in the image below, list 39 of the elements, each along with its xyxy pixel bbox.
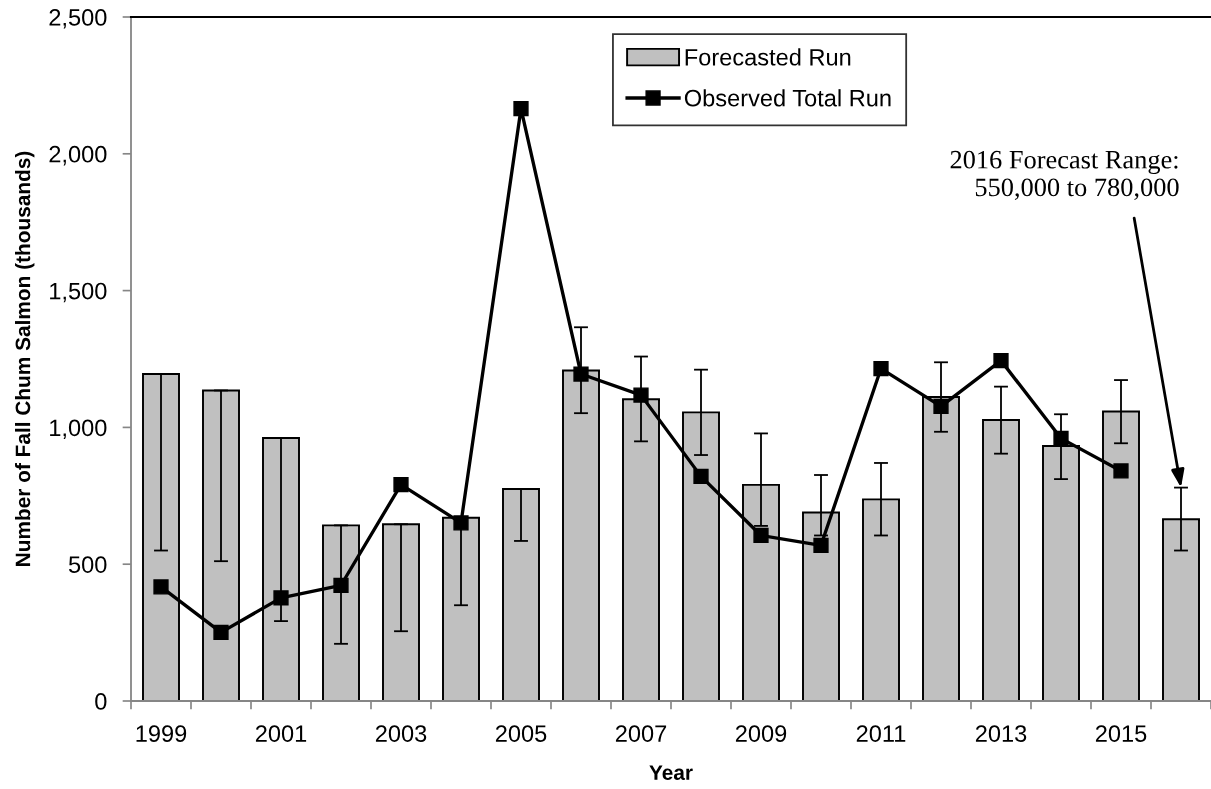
- point: [753, 527, 769, 544]
- x-tick-label: 1999: [136, 725, 187, 742]
- x-tick-label: 2011: [856, 725, 906, 742]
- point: [1053, 430, 1069, 446]
- y-tick-label: 2,500: [49, 9, 107, 29]
- legend-label: Forecasted Run: [685, 48, 851, 66]
- y-tick-label: 2,000: [49, 145, 107, 166]
- point: [513, 101, 529, 117]
- y-axis-title: Number of Fall Chum Salmon (thousands): [15, 151, 35, 566]
- point: [213, 624, 229, 640]
- point: [573, 366, 589, 382]
- point: [693, 468, 709, 485]
- legend-label: Observed Total Run: [684, 89, 891, 107]
- x-tick-label: 2005: [495, 725, 547, 742]
- bar: [382, 523, 420, 701]
- point: [453, 515, 469, 531]
- point: [933, 398, 949, 414]
- point: [993, 353, 1009, 369]
- x-axis-title: Year: [649, 765, 693, 780]
- x-tick-label: 2007: [615, 725, 667, 742]
- point: [333, 577, 349, 593]
- bar: [502, 487, 540, 701]
- x-tick-label: 2009: [735, 725, 787, 742]
- y-tick-label: 1,000: [50, 419, 107, 439]
- point: [873, 360, 889, 377]
- y-tick-label: 1,500: [50, 282, 107, 303]
- point: [1113, 463, 1129, 479]
- x-tick-label: 2001: [255, 725, 307, 742]
- x-tick-label: 2015: [1095, 725, 1147, 742]
- point: [633, 387, 649, 403]
- point: [813, 537, 829, 553]
- y-tick-label: 0: [95, 693, 107, 710]
- point: [273, 590, 289, 606]
- annotation: 2016 Forecast Range: 550,000 to 780,000: [950, 150, 1179, 201]
- y-tick-label: 500: [68, 556, 107, 573]
- x-tick-label: 2003: [375, 725, 427, 742]
- point: [393, 476, 409, 493]
- point: [153, 579, 169, 595]
- x-tick-label: 2013: [975, 725, 1027, 742]
